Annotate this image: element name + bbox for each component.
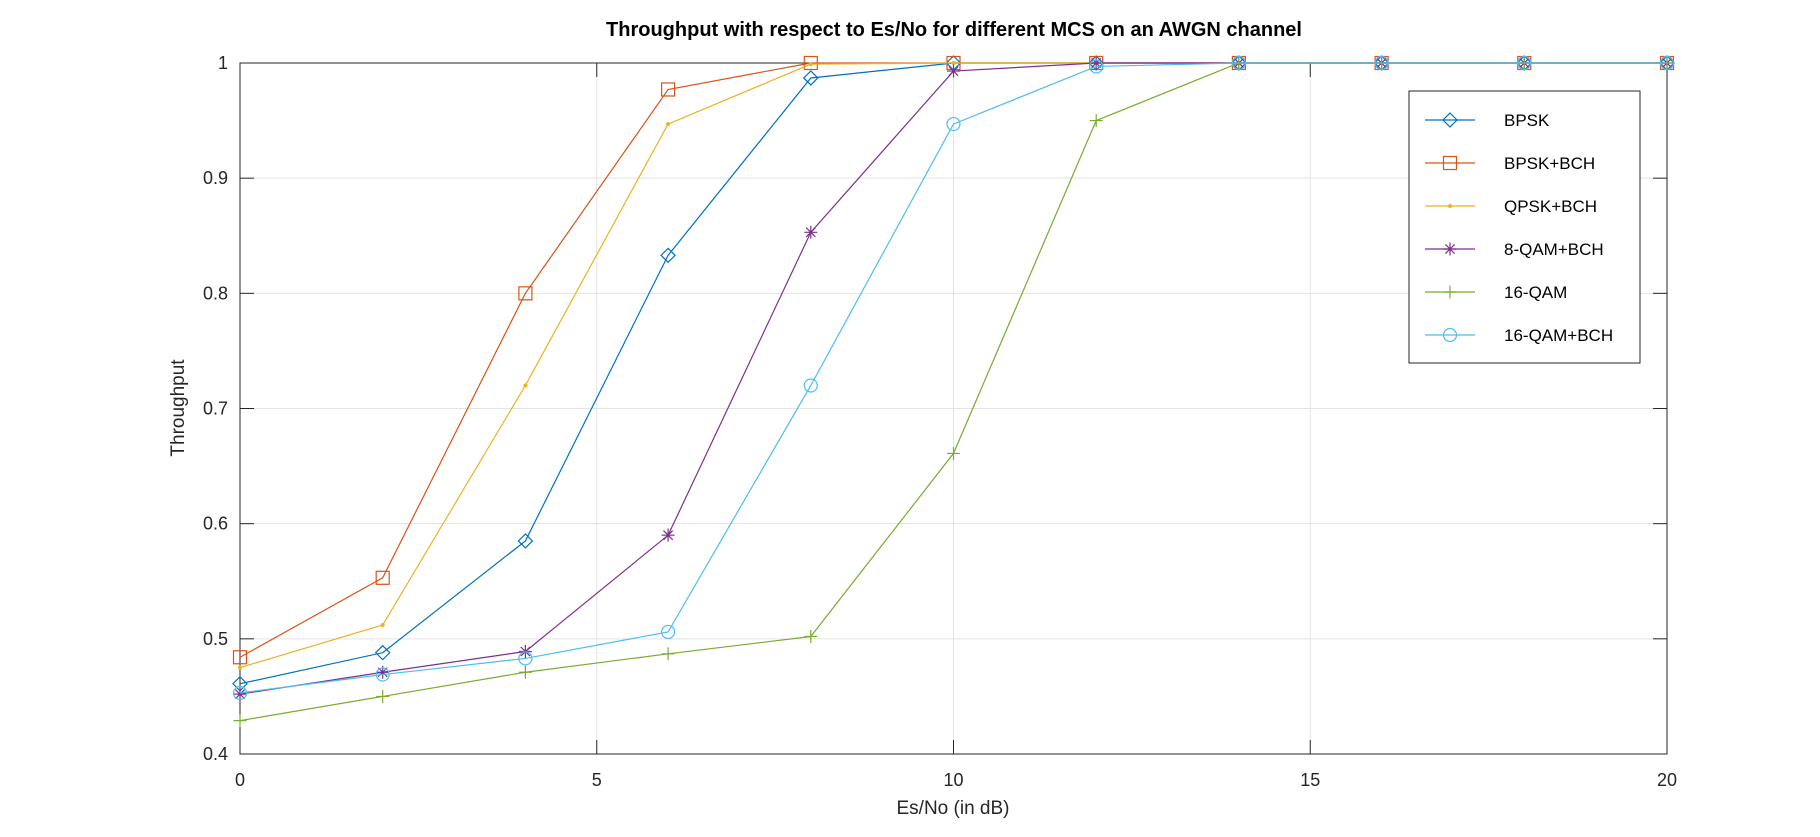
legend-marker bbox=[1447, 203, 1453, 209]
data-point-16-qam-bch bbox=[803, 378, 818, 393]
data-point-bpsk bbox=[374, 644, 391, 661]
legend-label: 16-QAM+BCH bbox=[1504, 326, 1613, 345]
legend-entry-bpsk-bch: BPSK+BCH bbox=[1425, 154, 1595, 173]
x-tick-label: 10 bbox=[943, 770, 963, 790]
x-tick-label: 5 bbox=[592, 770, 602, 790]
legend-label: BPSK+BCH bbox=[1504, 154, 1595, 173]
data-point-16-qam bbox=[1089, 114, 1103, 128]
data-point-8-qam-bch bbox=[376, 665, 390, 679]
data-point-16-qam-bch bbox=[1231, 55, 1247, 71]
data-point-16-qam bbox=[804, 630, 818, 644]
x-tick-label: 15 bbox=[1300, 770, 1320, 790]
legend-entry-8-qam-bch: 8-QAM+BCH bbox=[1425, 240, 1604, 259]
legend-label: 16-QAM bbox=[1504, 283, 1567, 302]
x-tick-label: 0 bbox=[235, 770, 245, 790]
legend-entry-bpsk: BPSK bbox=[1425, 111, 1550, 130]
data-point-bpsk-bch bbox=[232, 650, 248, 665]
legend-label: QPSK+BCH bbox=[1504, 197, 1597, 216]
data-point-qpsk-bch bbox=[380, 622, 385, 628]
data-point-bpsk-bch bbox=[375, 570, 390, 585]
data-point-bpsk-bch bbox=[518, 286, 533, 301]
data-point-16-qam-bch bbox=[1659, 55, 1675, 71]
data-point-16-qam-bch bbox=[1517, 55, 1532, 71]
data-point-16-qam bbox=[518, 665, 532, 679]
legend-entry-16-qam: 16-QAM bbox=[1425, 283, 1567, 302]
data-point-8-qam-bch bbox=[947, 64, 960, 78]
data-point-8-qam-bch bbox=[233, 687, 247, 701]
y-tick-label: 1 bbox=[218, 53, 228, 73]
y-tick-label: 0.7 bbox=[203, 399, 228, 419]
x-axis-label: Es/No (in dB) bbox=[897, 798, 1010, 819]
data-point-bpsk bbox=[660, 247, 676, 264]
data-point-bpsk-bch bbox=[803, 55, 818, 71]
data-point-16-qam bbox=[947, 446, 960, 460]
data-point-16-qam bbox=[376, 689, 390, 703]
data-point-16-qam-bch bbox=[375, 667, 390, 682]
series-16-qam-bch bbox=[232, 55, 1675, 701]
data-point-bpsk-bch bbox=[660, 82, 676, 97]
legend-marker bbox=[1442, 112, 1458, 128]
data-point-16-qam-bch bbox=[660, 624, 676, 640]
y-tick-label: 0.6 bbox=[203, 514, 228, 534]
data-point-16-qam bbox=[661, 647, 675, 661]
y-tick-label: 0.8 bbox=[203, 283, 228, 303]
data-point-16-qam-bch bbox=[1374, 55, 1389, 71]
data-point-16-qam-bch bbox=[946, 116, 961, 132]
legend-box bbox=[1408, 90, 1641, 364]
series-layer bbox=[232, 55, 1675, 728]
y-axis-label: Throughput bbox=[168, 359, 189, 457]
data-point-16-qam-bch bbox=[518, 651, 533, 666]
data-point-8-qam-bch bbox=[661, 528, 675, 542]
y-tick-label: 0.5 bbox=[203, 629, 228, 649]
series-line-16-qam-bch bbox=[239, 62, 1667, 694]
data-point-8-qam-bch bbox=[804, 225, 818, 239]
legend-entry-qpsk-bch: QPSK+BCH bbox=[1425, 197, 1597, 216]
y-tick-label: 0.9 bbox=[203, 168, 228, 188]
legend-label: BPSK bbox=[1504, 111, 1550, 130]
legend-marker bbox=[1443, 242, 1457, 256]
data-point-bpsk bbox=[802, 70, 819, 86]
y-tick-label: 0.4 bbox=[203, 744, 228, 764]
legend-marker bbox=[1442, 327, 1458, 343]
data-point-8-qam-bch bbox=[1089, 56, 1103, 70]
data-point-16-qam-bch bbox=[1089, 59, 1104, 74]
data-point-16-qam-bch bbox=[232, 685, 248, 701]
chart-title: Throughput with respect to Es/No for dif… bbox=[606, 19, 1302, 41]
axis-ticks: 0 5 10 15 20 0.4 0.5 0.6 0.7 0.8 0.9 1 bbox=[203, 53, 1677, 790]
legend-label: 8-QAM+BCH bbox=[1504, 240, 1604, 259]
data-point-qpsk-bch bbox=[951, 60, 956, 66]
x-tick-label: 20 bbox=[1657, 770, 1677, 790]
data-point-qpsk-bch bbox=[523, 383, 528, 388]
legend-entry-16-qam-bch: 16-QAM+BCH bbox=[1425, 326, 1613, 345]
data-point-qpsk-bch bbox=[666, 121, 671, 127]
data-point-qpsk-bch bbox=[808, 62, 813, 67]
data-point-bpsk bbox=[517, 533, 534, 549]
legend-marker bbox=[1443, 285, 1457, 299]
legend-marker bbox=[1442, 155, 1458, 171]
data-point-qpsk-bch bbox=[237, 665, 243, 670]
legend: BPSK BPSK+BCH QPSK+BCH 8-QAM+BCH 16-QAM 16-QA… bbox=[1408, 90, 1641, 364]
data-point-16-qam bbox=[233, 714, 247, 728]
